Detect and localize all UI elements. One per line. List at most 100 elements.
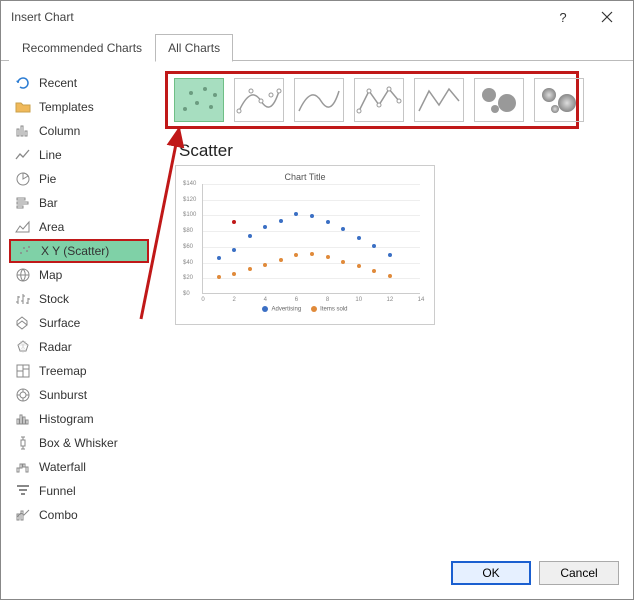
subtype-bubble[interactable] [474,78,524,122]
sidebar-item-column[interactable]: Column [9,119,149,143]
chart-type-heading: Scatter [179,141,621,161]
data-point [341,227,345,231]
sidebar-item-label: Radar [39,340,72,354]
tab-strip: Recommended Charts All Charts [1,33,633,61]
sidebar-item-label: Treemap [39,364,87,378]
sidebar-item-label: Box & Whisker [39,436,118,450]
main-pane: Scatter Chart Title $20$40$60$80$100$120… [165,71,621,545]
data-point [232,272,236,276]
sidebar-item-radar[interactable]: Radar [9,335,149,359]
sidebar-item-label: Templates [39,100,94,114]
surface-icon [15,315,31,331]
help-button[interactable]: ? [541,2,585,32]
data-point [248,234,252,238]
box-icon [15,435,31,451]
subtype-scatter-smooth-markers[interactable] [234,78,284,122]
data-point [263,263,267,267]
radar-icon [15,339,31,355]
chart-preview-title: Chart Title [184,172,426,182]
close-button[interactable] [585,2,629,32]
sidebar-item-label: Area [39,220,64,234]
line-icon [15,147,31,163]
data-point [388,253,392,257]
sidebar-item-label: Stock [39,292,69,306]
waterfall-icon [15,459,31,475]
sidebar-item-undo[interactable]: Recent [9,71,149,95]
data-point [372,244,376,248]
subtype-scatter-straight[interactable] [414,78,464,122]
sidebar-item-box[interactable]: Box & Whisker [9,431,149,455]
sidebar-item-label: Sunburst [39,388,87,402]
sidebar-item-label: Histogram [39,412,94,426]
tab-recommended[interactable]: Recommended Charts [9,34,155,62]
subtype-scatter-straight-markers[interactable] [354,78,404,122]
subtype-scatter-smooth[interactable] [294,78,344,122]
data-point [357,264,361,268]
data-point [372,269,376,273]
data-point [248,267,252,271]
sidebar-item-line[interactable]: Line [9,143,149,167]
dialog-title: Insert Chart [11,10,74,24]
sidebar-item-waterfall[interactable]: Waterfall [9,455,149,479]
map-icon [15,267,31,283]
sidebar-item-label: Line [39,148,62,162]
tab-all-charts[interactable]: All Charts [155,34,233,62]
data-point [217,256,221,260]
legend-item: Items sold [311,306,347,313]
sidebar-item-map[interactable]: Map [9,263,149,287]
cancel-button[interactable]: Cancel [539,561,619,585]
chart-preview[interactable]: Chart Title $20$40$60$80$100$120$140$002… [175,165,435,325]
sidebar-item-sunburst[interactable]: Sunburst [9,383,149,407]
sidebar-item-scatter[interactable]: X Y (Scatter) [9,239,149,263]
ok-button[interactable]: OK [451,561,531,585]
data-point [232,220,236,224]
data-point [263,225,267,229]
data-point [326,220,330,224]
data-point [279,258,283,262]
data-point [232,248,236,252]
data-point [217,275,221,279]
chart-subtype-row [165,71,579,129]
data-point [341,260,345,264]
sidebar-item-label: X Y (Scatter) [41,244,109,258]
area-icon [15,219,31,235]
bar-icon [15,195,31,211]
data-point [326,255,330,259]
sidebar-item-area[interactable]: Area [9,215,149,239]
sidebar-item-folder[interactable]: Templates [9,95,149,119]
sidebar-item-combo[interactable]: Combo [9,503,149,527]
legend-item: Advertising [262,306,301,313]
undo-icon [15,75,31,91]
sidebar-item-label: Pie [39,172,56,186]
titlebar: Insert Chart ? [1,1,633,33]
scatter-icon [17,243,33,259]
chart-type-sidebar: Recent Templates Column Line Pie Bar Area X Y (… [9,71,149,545]
data-point [388,274,392,278]
sidebar-item-histogram[interactable]: Histogram [9,407,149,431]
sidebar-item-surface[interactable]: Surface [9,311,149,335]
sidebar-item-label: Map [39,268,62,282]
sidebar-item-label: Column [39,124,80,138]
sidebar-item-funnel[interactable]: Funnel [9,479,149,503]
histogram-icon [15,411,31,427]
subtype-scatter[interactable] [174,78,224,122]
data-point [294,212,298,216]
data-point [294,253,298,257]
sidebar-item-label: Combo [39,508,78,522]
insert-chart-dialog: Insert Chart ? Recommended Charts All Ch… [0,0,634,600]
sidebar-item-label: Bar [39,196,58,210]
treemap-icon [15,363,31,379]
sidebar-item-treemap[interactable]: Treemap [9,359,149,383]
chart-legend: Advertising Items sold [184,306,426,313]
funnel-icon [15,483,31,499]
sidebar-item-label: Recent [39,76,77,90]
sidebar-item-bar[interactable]: Bar [9,191,149,215]
data-point [279,219,283,223]
sidebar-item-stock[interactable]: Stock [9,287,149,311]
chart-plot-area: $20$40$60$80$100$120$140$002468101214 [202,184,420,294]
sidebar-item-label: Waterfall [39,460,86,474]
sidebar-item-pie[interactable]: Pie [9,167,149,191]
subtype-bubble-3d[interactable] [534,78,584,122]
folder-icon [15,99,31,115]
stock-icon [15,291,31,307]
